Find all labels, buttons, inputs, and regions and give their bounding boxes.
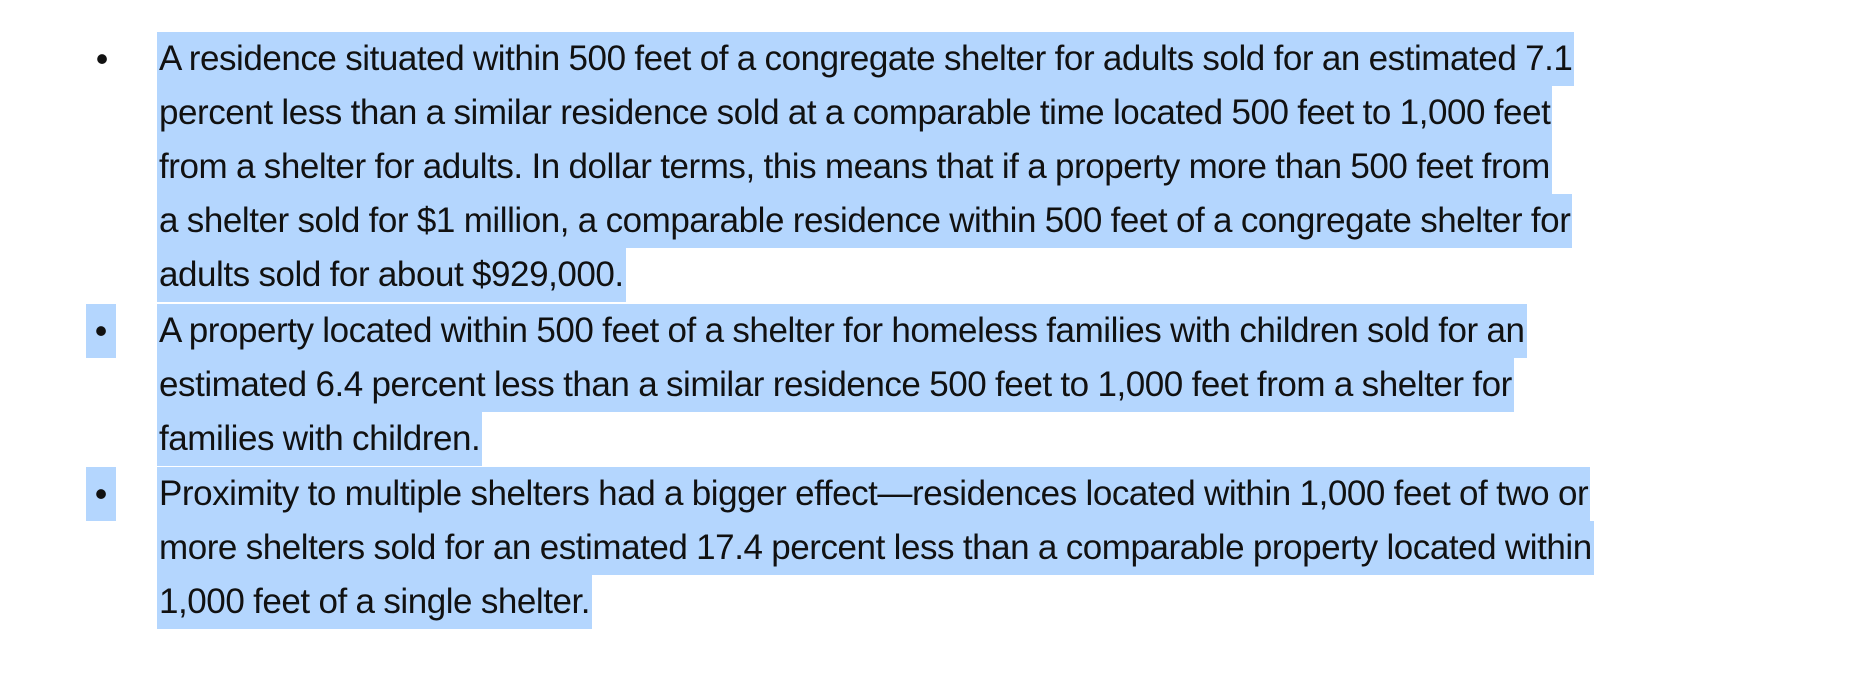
text-line[interactable]: 1,000 feet of a single shelter. (157, 575, 593, 629)
text-line[interactable]: percent less than a similar residence so… (157, 86, 1553, 140)
bullet-text[interactable]: Proximity to multiple shelters had a big… (157, 467, 1594, 629)
bullet-marker: • (86, 467, 116, 521)
text-line[interactable]: Proximity to multiple shelters had a big… (157, 467, 1591, 521)
bullet-text[interactable]: A residence situated within 500 feet of … (157, 32, 1575, 302)
bullet-marker: • (95, 38, 109, 79)
text-line[interactable]: families with children. (157, 412, 483, 466)
text-line[interactable]: adults sold for about $929,000. (157, 248, 626, 302)
text-line[interactable]: A residence situated within 500 feet of … (157, 32, 1575, 86)
text-line[interactable]: estimated 6.4 percent less than a simila… (157, 358, 1514, 412)
text-line[interactable]: from a shelter for adults. In dollar ter… (157, 140, 1552, 194)
bullet-text[interactable]: A property located within 500 feet of a … (157, 304, 1527, 466)
text-line[interactable]: more shelters sold for an estimated 17.4… (157, 521, 1594, 575)
text-line[interactable]: a shelter sold for $1 million, a compara… (157, 194, 1573, 248)
bullet-marker: • (86, 304, 116, 358)
text-line[interactable]: A property located within 500 feet of a … (157, 304, 1527, 358)
